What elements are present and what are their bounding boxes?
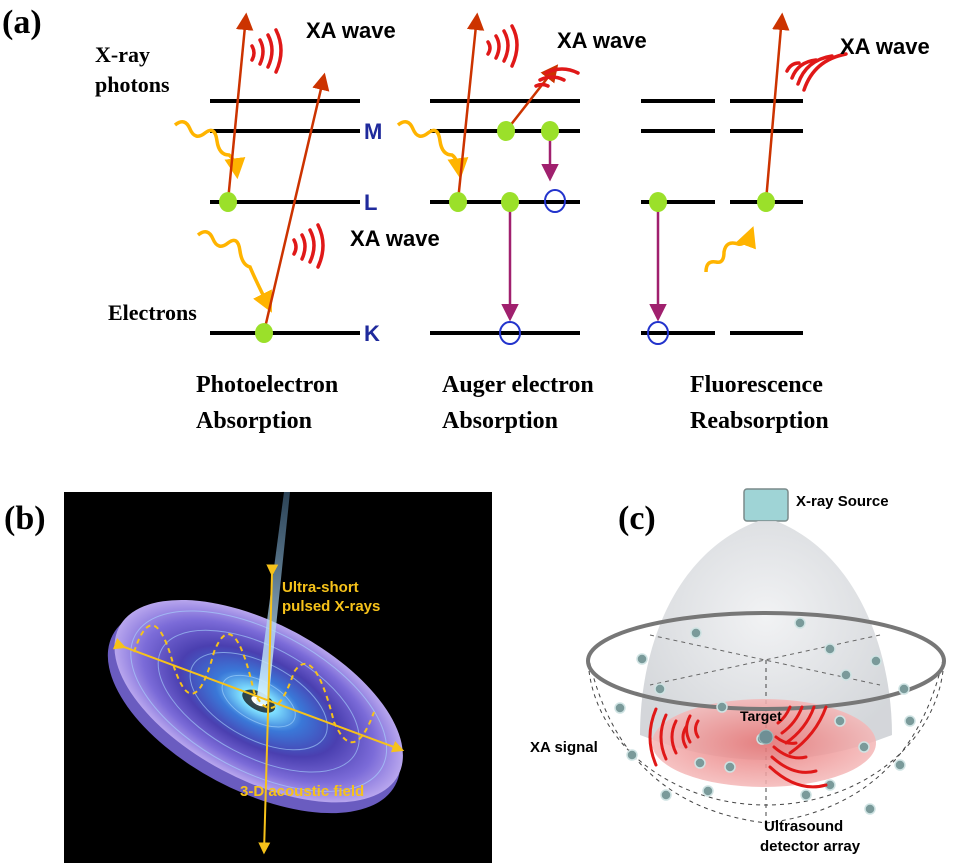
detector-label-line2: detector array (760, 838, 861, 855)
electron-dot (449, 192, 467, 212)
panel-a-label: (a) (2, 4, 42, 41)
electrons (219, 121, 775, 343)
detector-label-line1: Ultrasound (764, 818, 843, 835)
xray-source-box (743, 488, 789, 522)
emission-arrow (226, 12, 254, 202)
process-label-photoelectron: Photoelectron (196, 372, 339, 398)
xray-photon-wave (196, 230, 272, 313)
electron-dot (497, 121, 515, 141)
xray-photons-label-line1: X-ray (95, 42, 150, 67)
xray-cone (640, 521, 892, 760)
xray-photon-waves (173, 120, 756, 313)
imaging-setup-graphic: X-ray Source Target XA signal Ultrasound… (530, 488, 946, 855)
hole-circle (647, 321, 669, 345)
target-dot (758, 729, 774, 745)
hole-circle (544, 189, 566, 213)
xa-wave-label: XA wave (350, 226, 440, 251)
levels-fluorescence (641, 99, 803, 335)
acoustic-field-illustration: Ultra-short pulsed X-rays 3-D acoustic f… (64, 492, 492, 863)
xa-wave-arcs (250, 24, 848, 269)
xray-photons-label-line2: photons (95, 72, 170, 97)
xray-label-line2: pulsed X-rays (282, 598, 380, 615)
acoustic-field-label: 3-D acoustic field (240, 783, 364, 800)
acoustic-wave (133, 624, 375, 743)
electron-dot (541, 121, 559, 141)
xa-signal-label: XA signal (530, 739, 598, 756)
transition-arrows (501, 132, 667, 322)
process-label-auger: Auger electron (442, 372, 594, 398)
xa-wave-label: XA wave (557, 28, 647, 53)
xray-label-line1: Ultra-short (282, 579, 359, 596)
detector-ring (586, 611, 946, 711)
electron-dot (255, 323, 273, 343)
level-label-k: K (364, 321, 380, 346)
xray-photon-wave (704, 226, 756, 273)
field-axis (258, 564, 279, 855)
electron-dot (501, 192, 519, 212)
target-label: Target (740, 708, 782, 724)
imaging-setup-illustration: X-ray Source Target XA signal Ultrasound… (500, 485, 959, 863)
energy-level-diagram: M L K (173, 12, 930, 346)
panel-b-label: (b) (4, 500, 46, 537)
xa-signal-arcs (648, 705, 828, 789)
electrons-label: Electrons (108, 300, 197, 325)
emission-arrow (764, 12, 790, 202)
process-label-auger-sub: Absorption (442, 408, 559, 434)
panel-c-label: (c) (618, 500, 656, 537)
holes (499, 189, 669, 345)
emission-arrow (262, 72, 330, 333)
process-label-fluorescence: Fluorescence (690, 372, 823, 398)
detector-elements (614, 617, 916, 815)
xray-photon-wave (396, 120, 469, 180)
hole-circle (499, 321, 521, 345)
level-label-m: M (364, 119, 382, 144)
xray-photon-wave (173, 120, 246, 180)
xa-wave-label: XA wave (306, 18, 396, 43)
level-label-l: L (364, 190, 377, 215)
electron-dot (219, 192, 237, 212)
photoelectron-arrows (226, 12, 790, 333)
electron-dot (757, 192, 775, 212)
process-label-photoelectron-sub: Absorption (196, 408, 313, 434)
xa-wave-label: XA wave (840, 34, 930, 59)
levels-photoelectron (210, 99, 360, 335)
emission-arrow (456, 12, 485, 202)
acoustic-field-graphic: Ultra-short pulsed X-rays 3-D acoustic f… (107, 492, 405, 855)
process-label-fluorescence-sub: Reabsorption (690, 408, 829, 434)
electron-dot (649, 192, 667, 212)
xray-source-label: X-ray Source (796, 493, 889, 510)
